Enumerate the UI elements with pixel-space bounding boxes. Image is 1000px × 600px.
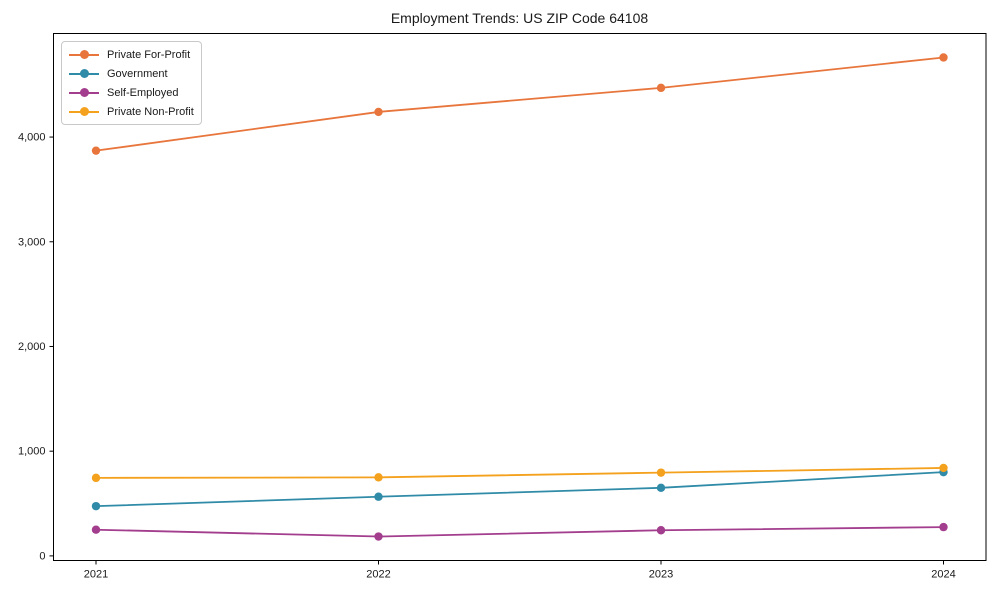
legend-item-government: Government [69, 64, 195, 83]
legend-dot-icon [79, 50, 89, 59]
chart-title: Employment Trends: US ZIP Code 64108 [390, 10, 649, 26]
legend: Private For-Profit Government Self-Employe… [61, 41, 202, 125]
series-point-private-for-profit-2023 [656, 83, 666, 93]
series-line-self-employed [95, 526, 945, 538]
series-point-self-employed-2024 [939, 522, 948, 532]
legend-item-private-non-profit: Private Non-Profit [69, 102, 195, 121]
y-tick-label: 0 [39, 550, 45, 562]
series-point-private-for-profit-2022 [374, 107, 383, 117]
series-point-government-2021 [91, 501, 101, 511]
legend-marker-icon [69, 50, 99, 60]
y-tick-label: 2,000 [18, 341, 46, 353]
legend-item-self-employed: Self-Employed [69, 83, 195, 102]
series-point-private-non-profit-2022 [374, 473, 383, 482]
series-line-government [95, 471, 945, 508]
series-point-self-employed-2021 [91, 525, 101, 534]
series-point-government-2023 [656, 483, 666, 493]
y-tick-label: 4,000 [18, 132, 46, 144]
series-line-private-for-profit [95, 56, 945, 152]
legend-label: Private Non-Profit [107, 105, 194, 118]
series-point-private-for-profit-2024 [939, 53, 948, 62]
series-point-government-2022 [374, 492, 383, 501]
x-tick-label: 2021 [84, 569, 108, 581]
plot-frame [53, 33, 987, 561]
series-point-private-non-profit-2024 [939, 463, 948, 473]
series-point-private-non-profit-2021 [91, 473, 101, 483]
x-tick-label: 2024 [931, 569, 955, 581]
legend-marker-icon [69, 88, 99, 98]
y-tick-label: 3,000 [18, 236, 46, 248]
series-point-private-for-profit-2021 [91, 146, 101, 155]
legend-label: Self-Employed [107, 86, 179, 99]
x-tick-label: 2022 [366, 569, 390, 581]
legend-dot-icon [79, 88, 89, 97]
series-line-private-non-profit [95, 467, 945, 479]
legend-label: Private For-Profit [107, 48, 191, 61]
series-point-self-employed-2023 [656, 526, 666, 535]
legend-item-private-for-profit: Private For-Profit [69, 45, 195, 64]
legend-dot-icon [79, 107, 89, 116]
x-tick-label: 2023 [649, 569, 673, 581]
legend-marker-icon [69, 107, 99, 117]
series-point-private-non-profit-2023 [656, 468, 666, 477]
legend-label: Government [107, 67, 168, 80]
series-point-self-employed-2022 [374, 532, 383, 541]
y-tick-label: 1,000 [18, 446, 46, 458]
legend-marker-icon [69, 69, 99, 79]
legend-dot-icon [79, 69, 89, 78]
